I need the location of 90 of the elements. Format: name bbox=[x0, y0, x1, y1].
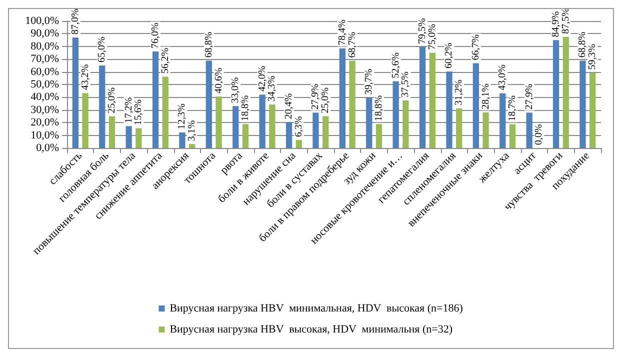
data-label: 84,9% bbox=[550, 11, 562, 38]
bar bbox=[526, 112, 532, 148]
y-tick-label: 10,0% bbox=[30, 129, 59, 142]
bar bbox=[509, 124, 516, 148]
data-label: 17,2% bbox=[123, 97, 134, 124]
y-tick-label: 40,0% bbox=[30, 91, 59, 104]
y-tick-label: 0,0% bbox=[36, 142, 59, 154]
data-label: 43,2% bbox=[80, 64, 91, 90]
data-label: 76,0% bbox=[150, 22, 162, 48]
data-label: 15,6% bbox=[133, 99, 144, 126]
data-label: 65,0% bbox=[96, 36, 108, 62]
data-label: 31,2% bbox=[454, 80, 465, 106]
y-tick-label: 100,0% bbox=[25, 15, 59, 27]
bar bbox=[376, 124, 382, 148]
data-label: 66,7% bbox=[470, 34, 482, 60]
y-tick-label: 70,0% bbox=[30, 53, 59, 66]
bar bbox=[136, 128, 142, 148]
legend-label: Вирусная нагрузка HBV минимальная, HDV высокая (n=186) bbox=[170, 302, 464, 314]
bar bbox=[419, 47, 426, 148]
data-label: 28,1% bbox=[480, 83, 492, 110]
bar bbox=[312, 112, 319, 148]
data-label: 33,0% bbox=[230, 77, 242, 104]
bar bbox=[472, 63, 479, 148]
data-label: 56,2% bbox=[160, 48, 171, 74]
data-label: 87,0% bbox=[70, 8, 81, 35]
data-label: 68,7% bbox=[346, 32, 358, 58]
y-tick-label: 30,0% bbox=[30, 104, 59, 116]
data-label: 27,9% bbox=[310, 84, 322, 110]
bar bbox=[82, 93, 88, 148]
data-label: 39,7% bbox=[364, 68, 375, 95]
data-label: 12,3% bbox=[176, 104, 188, 130]
bar bbox=[206, 60, 212, 148]
data-label: 59,3% bbox=[587, 44, 598, 70]
bar bbox=[242, 124, 249, 148]
bar bbox=[402, 100, 409, 148]
bar bbox=[259, 94, 266, 148]
bar bbox=[590, 72, 596, 148]
bar bbox=[232, 106, 239, 148]
bar bbox=[296, 140, 302, 148]
bar bbox=[500, 93, 506, 148]
bar bbox=[339, 48, 346, 148]
bar bbox=[179, 132, 186, 148]
data-label: 18,8% bbox=[240, 95, 251, 122]
data-label: 68,8% bbox=[203, 32, 214, 58]
y-tick-label: 20,0% bbox=[30, 116, 59, 129]
data-label: 79,5% bbox=[417, 18, 428, 44]
bar bbox=[552, 40, 560, 148]
data-label: 78,4% bbox=[336, 20, 348, 46]
y-tick-label: 60,0% bbox=[30, 66, 59, 78]
data-label: 37,5% bbox=[400, 72, 412, 98]
bar bbox=[216, 96, 222, 148]
bar bbox=[126, 126, 132, 148]
data-label: 25,0% bbox=[106, 87, 118, 114]
data-label: 68,8% bbox=[577, 32, 588, 58]
data-label: 43,0% bbox=[497, 64, 508, 90]
legend-label: Вирусная нагрузка HBV высокая, HDV минимальня (n=32) bbox=[170, 324, 453, 336]
bar bbox=[108, 116, 116, 148]
data-label: 25,0% bbox=[320, 87, 332, 114]
bar bbox=[162, 76, 168, 148]
bar bbox=[456, 108, 462, 148]
bar bbox=[580, 60, 586, 148]
data-label: 52,6% bbox=[390, 52, 402, 78]
y-tick-label: 90,0% bbox=[30, 28, 59, 40]
data-label: 3,1% bbox=[186, 120, 198, 142]
bar bbox=[392, 81, 399, 148]
data-label: 60,2% bbox=[444, 42, 455, 69]
data-label: 18,7% bbox=[506, 95, 518, 122]
y-tick-label: 50,0% bbox=[30, 78, 59, 90]
y-tick-label: 80,0% bbox=[30, 40, 59, 52]
bar bbox=[366, 98, 372, 148]
data-label: 27,9% bbox=[524, 84, 535, 110]
data-label: 6,3% bbox=[293, 116, 304, 137]
bar bbox=[429, 52, 436, 148]
data-label: 0,0% bbox=[534, 124, 545, 145]
bar bbox=[349, 60, 356, 148]
bar bbox=[99, 65, 106, 148]
data-label: 42,0% bbox=[256, 66, 268, 92]
bar bbox=[189, 144, 196, 148]
bar bbox=[152, 51, 159, 148]
data-label: 20,4% bbox=[284, 93, 295, 120]
bar bbox=[72, 38, 78, 148]
data-label: 18,8% bbox=[373, 95, 384, 122]
bar bbox=[322, 116, 329, 148]
bar bbox=[269, 104, 276, 148]
bar bbox=[446, 72, 452, 148]
bar bbox=[482, 112, 489, 148]
data-label: 40,6% bbox=[213, 68, 224, 94]
bar bbox=[562, 36, 569, 148]
data-label: 34,3% bbox=[266, 76, 278, 102]
data-label: 75,0% bbox=[426, 24, 438, 50]
